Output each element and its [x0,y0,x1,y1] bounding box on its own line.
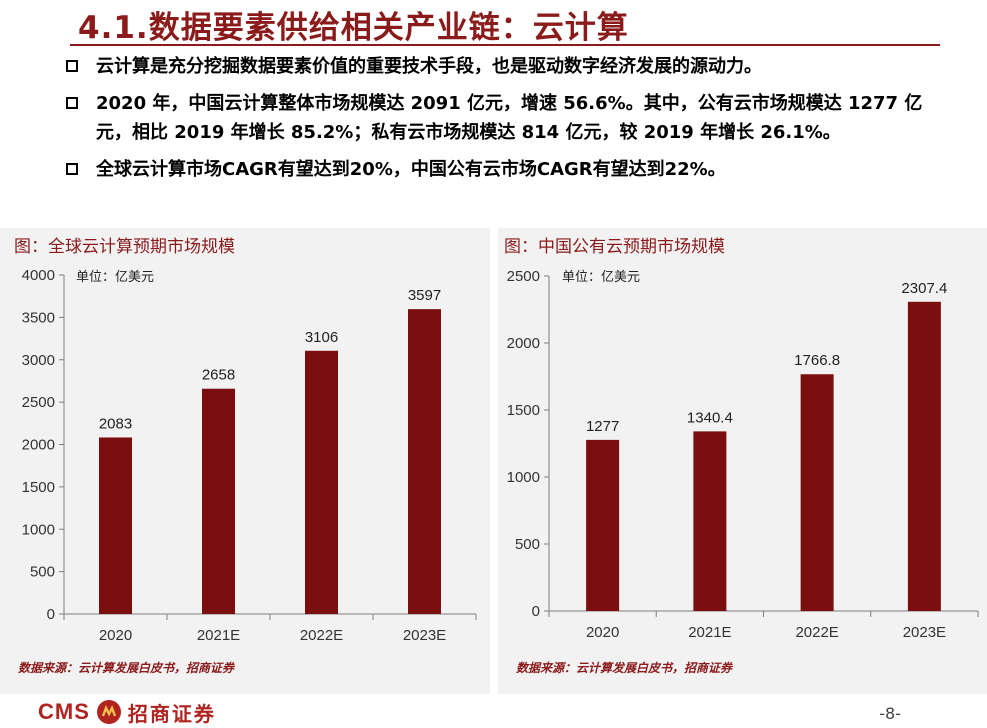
y-tick-label: 2500 [507,268,540,285]
bar [408,309,441,614]
y-tick-label: 3000 [22,352,55,369]
chart-title: 图：中国公有云预期市场规模 [504,237,725,257]
bullet-list: 云计算是充分挖掘数据要素价值的重要技术手段，也是驱动数字经济发展的源动力。 20… [63,52,943,192]
bar-value-label: 2658 [202,367,235,384]
footer-logo: CMS 招商证券 [38,698,216,726]
chart-source-note: 数据来源：云计算发展白皮书，招商证券 [516,661,733,675]
bar [907,301,941,611]
bar-value-label: 2307.4 [901,280,947,297]
title-divider [70,44,940,46]
y-tick-label: 2000 [22,437,55,454]
bullet-item: 全球云计算市场CAGR有望达到20%，中国公有云市场CAGR有望达到22%。 [63,155,943,184]
y-tick-label: 3500 [22,309,55,326]
y-tick-label: 500 [30,564,55,581]
y-tick-label: 2000 [507,335,540,352]
bullet-item: 2020 年，中国云计算整体市场规模达 2091 亿元，增速 56.6%。其中，… [63,89,943,147]
x-tick-label: 2020 [99,627,132,644]
y-tick-label: 1500 [507,402,540,419]
bar-value-label: 3106 [305,329,338,346]
x-tick-label: 2021E [197,627,240,644]
chart-source-note: 数据来源：云计算发展白皮书，招商证券 [18,661,235,675]
bar [586,439,620,611]
bar [99,437,132,614]
bar [202,388,235,614]
y-tick-label: 0 [47,606,55,623]
x-tick-label: 2023E [903,624,946,641]
y-tick-label: 4000 [22,267,55,284]
square-bullet-icon [66,60,78,72]
chart-unit-note: 单位：亿美元 [562,270,640,285]
bullet-item: 云计算是充分挖掘数据要素价值的重要技术手段，也是驱动数字经济发展的源动力。 [63,52,943,81]
x-tick-label: 2023E [403,627,446,644]
bullet-text: 2020 年，中国云计算整体市场规模达 2091 亿元，增速 56.6%。其中，… [96,93,923,143]
x-tick-label: 2020 [586,624,619,641]
logo-mark-icon [96,700,121,724]
y-tick-label: 1000 [22,521,55,538]
bullet-text: 全球云计算市场CAGR有望达到20%，中国公有云市场CAGR有望达到22%。 [96,159,726,180]
bar [800,374,834,611]
chart-unit-note: 单位：亿美元 [76,270,154,285]
y-tick-label: 1000 [507,469,540,486]
bar [693,431,727,611]
chart-panel-china: 图：中国公有云预期市场规模单位：亿美元 0 500 1000 1500 2000 2500 1… [498,228,987,694]
square-bullet-icon [66,97,78,109]
square-bullet-icon [66,163,78,175]
chart-title: 图：全球云计算预期市场规模 [14,237,235,257]
bar-value-label: 3597 [408,287,441,304]
chart-panel-global: 图：全球云计算预期市场规模单位：亿美元 0 500 1000 1500 2000 2500 3… [0,228,490,694]
bar-value-label: 1766.8 [794,352,840,369]
x-tick-label: 2021E [688,624,731,641]
page-number: -8- [879,704,901,723]
bar-value-label: 1340.4 [687,409,733,426]
bullet-text: 云计算是充分挖掘数据要素价值的重要技术手段，也是驱动数字经济发展的源动力。 [96,56,762,77]
logo-latin-text: CMS [38,699,90,724]
bar [305,350,338,614]
y-tick-label: 500 [515,536,540,553]
y-tick-label: 1500 [22,479,55,496]
bar-value-label: 2083 [99,415,132,432]
x-tick-label: 2022E [300,627,343,644]
page-title: 4.1.数据要素供给相关产业链：云计算 [78,10,629,46]
bar-value-label: 1277 [586,418,619,435]
y-tick-label: 2500 [22,394,55,411]
x-tick-label: 2022E [795,624,838,641]
y-tick-label: 0 [532,603,540,620]
logo-cn-text: 招商证券 [127,701,216,726]
